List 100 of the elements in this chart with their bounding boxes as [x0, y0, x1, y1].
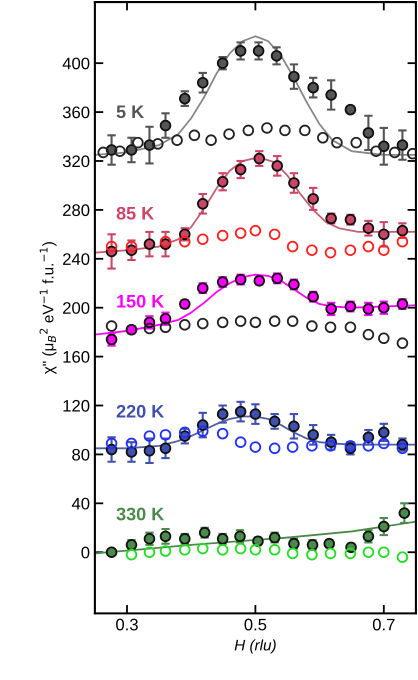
y-tick-label: 360: [62, 106, 90, 118]
point: [306, 244, 318, 256]
point: [196, 233, 209, 245]
point: [268, 228, 280, 240]
point: [286, 441, 298, 453]
x-axis-title: H (rlu): [234, 639, 276, 654]
point: [234, 227, 246, 239]
y-tick-label: 40: [72, 498, 90, 510]
point: [106, 320, 118, 332]
point: [160, 442, 172, 454]
point: [317, 132, 329, 144]
point: [144, 444, 156, 457]
point: [171, 134, 183, 146]
series-label: 5 K: [116, 106, 144, 118]
y-tick-label: 280: [63, 204, 90, 216]
point: [216, 544, 228, 556]
point: [160, 530, 172, 542]
point: [306, 440, 318, 452]
point: [152, 138, 164, 150]
point: [250, 316, 262, 328]
point: [378, 228, 390, 240]
point: [286, 240, 298, 252]
point: [160, 120, 172, 132]
point: [196, 198, 209, 210]
point: [205, 134, 217, 146]
series-label: 330 K: [116, 508, 164, 520]
point: [288, 420, 300, 432]
point: [370, 145, 382, 157]
point: [306, 320, 318, 332]
point: [179, 544, 191, 556]
point: [324, 548, 336, 560]
point: [268, 416, 280, 428]
point: [216, 408, 228, 420]
series-label: 150 K: [117, 294, 164, 308]
point: [268, 544, 280, 556]
point: [378, 332, 390, 344]
point: [252, 45, 264, 57]
point: [268, 442, 280, 454]
point: [196, 542, 209, 554]
point: [378, 438, 390, 450]
y-tick-label: 80: [72, 448, 90, 461]
point: [396, 337, 408, 349]
point: [279, 124, 291, 136]
point: [306, 548, 318, 560]
x-tick-label: 0.3: [116, 618, 138, 630]
point: [307, 193, 319, 205]
series-label: 220 K: [116, 404, 164, 418]
point: [223, 128, 235, 140]
x-tick-label: 0.7: [372, 618, 395, 630]
point: [250, 544, 262, 556]
y-tick-label: 120: [63, 400, 90, 412]
point: [160, 429, 172, 441]
point: [126, 438, 138, 450]
point: [196, 318, 209, 330]
point: [288, 177, 300, 189]
point: [378, 546, 390, 558]
point: [344, 440, 356, 452]
point: [378, 426, 390, 438]
point: [160, 321, 172, 334]
point: [252, 535, 264, 547]
point: [196, 76, 209, 88]
point: [396, 236, 408, 248]
point: [325, 89, 337, 101]
point: [396, 139, 408, 151]
y-tick-label: 0: [81, 546, 90, 558]
point: [106, 240, 118, 252]
point: [242, 124, 254, 136]
point: [344, 321, 356, 334]
point: [144, 430, 156, 442]
point: [250, 408, 262, 420]
point: [106, 438, 118, 450]
point: [234, 406, 246, 418]
point: [144, 238, 156, 250]
y-tick-label: 240: [63, 253, 90, 265]
y-tick-label: 160: [63, 351, 90, 363]
point: [396, 551, 408, 563]
point: [216, 176, 228, 188]
point: [114, 145, 126, 157]
point: [234, 542, 246, 554]
point: [331, 136, 343, 148]
point: [234, 436, 246, 448]
point: [216, 428, 228, 440]
point: [234, 45, 246, 57]
point: [324, 246, 336, 258]
point: [344, 548, 356, 560]
point: [307, 82, 319, 94]
point: [97, 146, 109, 158]
point: [288, 70, 300, 82]
point: [344, 244, 356, 256]
point: [324, 321, 336, 334]
point: [179, 319, 191, 331]
point: [132, 136, 144, 148]
point: [270, 50, 282, 62]
point: [286, 548, 298, 560]
point: [398, 507, 410, 519]
point: [362, 546, 374, 558]
point: [126, 144, 138, 156]
point: [216, 316, 228, 328]
point: [196, 425, 209, 437]
point: [160, 236, 172, 248]
